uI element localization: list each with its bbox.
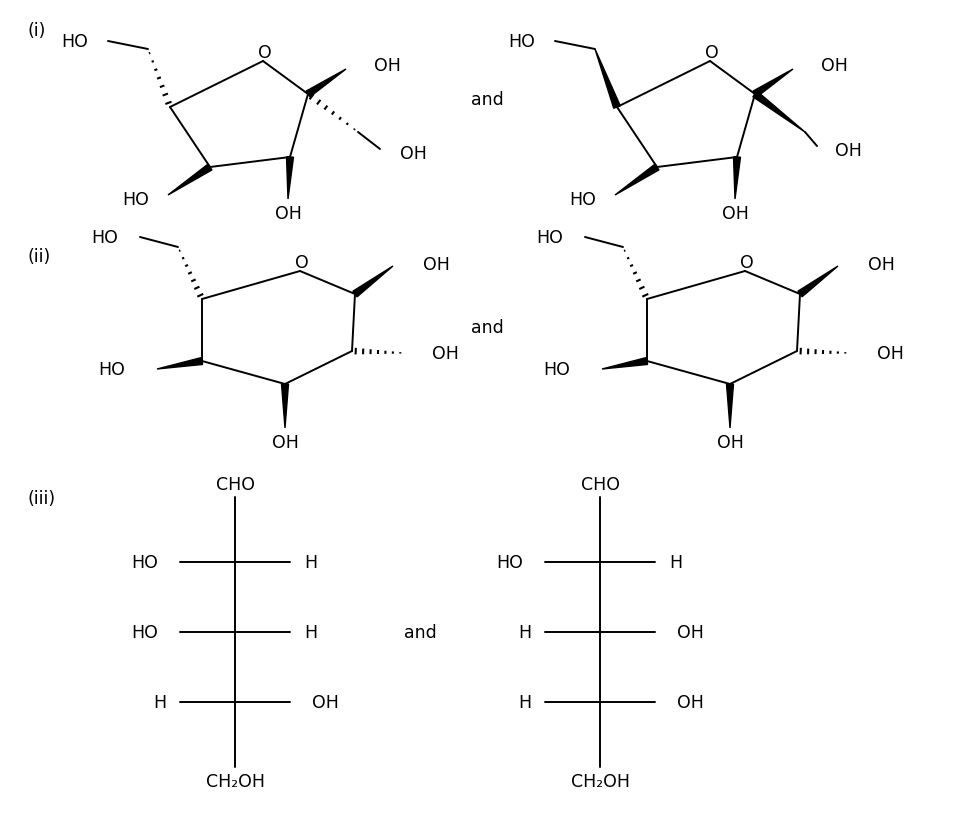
Polygon shape: [726, 385, 733, 429]
Text: HO: HO: [496, 553, 523, 571]
Text: and: and: [471, 319, 503, 337]
Polygon shape: [306, 70, 346, 98]
Text: HO: HO: [508, 33, 535, 51]
Text: H: H: [518, 624, 531, 641]
Text: OH: OH: [717, 434, 743, 451]
Polygon shape: [753, 92, 805, 133]
Text: H: H: [518, 693, 531, 711]
Polygon shape: [595, 50, 620, 110]
Text: HO: HO: [536, 229, 563, 247]
Text: HO: HO: [569, 191, 597, 209]
Text: CH₂OH: CH₂OH: [570, 772, 630, 790]
Text: O: O: [295, 253, 309, 272]
Text: OH: OH: [877, 344, 904, 363]
Text: H: H: [304, 553, 317, 571]
Polygon shape: [157, 358, 203, 370]
Polygon shape: [282, 385, 289, 429]
Text: CHO: CHO: [580, 476, 619, 493]
Text: OH: OH: [835, 142, 862, 160]
Text: and: and: [404, 624, 437, 641]
Text: HO: HO: [131, 553, 158, 571]
Text: (iii): (iii): [27, 489, 56, 507]
Text: OH: OH: [374, 57, 401, 75]
Text: OH: OH: [677, 693, 704, 711]
Text: (ii): (ii): [27, 247, 51, 266]
Text: OH: OH: [272, 434, 298, 451]
Text: O: O: [740, 253, 754, 272]
Text: HO: HO: [98, 360, 125, 379]
Polygon shape: [287, 158, 293, 200]
Polygon shape: [798, 267, 838, 298]
Text: OH: OH: [868, 256, 895, 273]
Text: OH: OH: [275, 205, 301, 222]
Text: O: O: [705, 44, 719, 62]
Text: OH: OH: [677, 624, 704, 641]
Text: and: and: [471, 91, 503, 109]
Text: OH: OH: [400, 145, 427, 163]
Text: OH: OH: [312, 693, 339, 711]
Text: OH: OH: [423, 256, 449, 273]
Text: OH: OH: [821, 57, 848, 75]
Text: OH: OH: [722, 205, 749, 222]
Polygon shape: [602, 358, 647, 370]
Text: HO: HO: [543, 360, 570, 379]
Polygon shape: [753, 70, 793, 98]
Polygon shape: [615, 165, 659, 196]
Text: CH₂OH: CH₂OH: [206, 772, 264, 790]
Polygon shape: [733, 158, 740, 200]
Polygon shape: [353, 267, 393, 298]
Text: (i): (i): [27, 22, 46, 40]
Text: H: H: [153, 693, 166, 711]
Polygon shape: [168, 165, 212, 196]
Text: H: H: [304, 624, 317, 641]
Text: HO: HO: [91, 229, 118, 247]
Text: HO: HO: [61, 33, 88, 51]
Text: CHO: CHO: [215, 476, 254, 493]
Text: HO: HO: [131, 624, 158, 641]
Text: OH: OH: [432, 344, 459, 363]
Text: HO: HO: [123, 191, 149, 209]
Text: O: O: [258, 44, 272, 62]
Text: H: H: [669, 553, 682, 571]
